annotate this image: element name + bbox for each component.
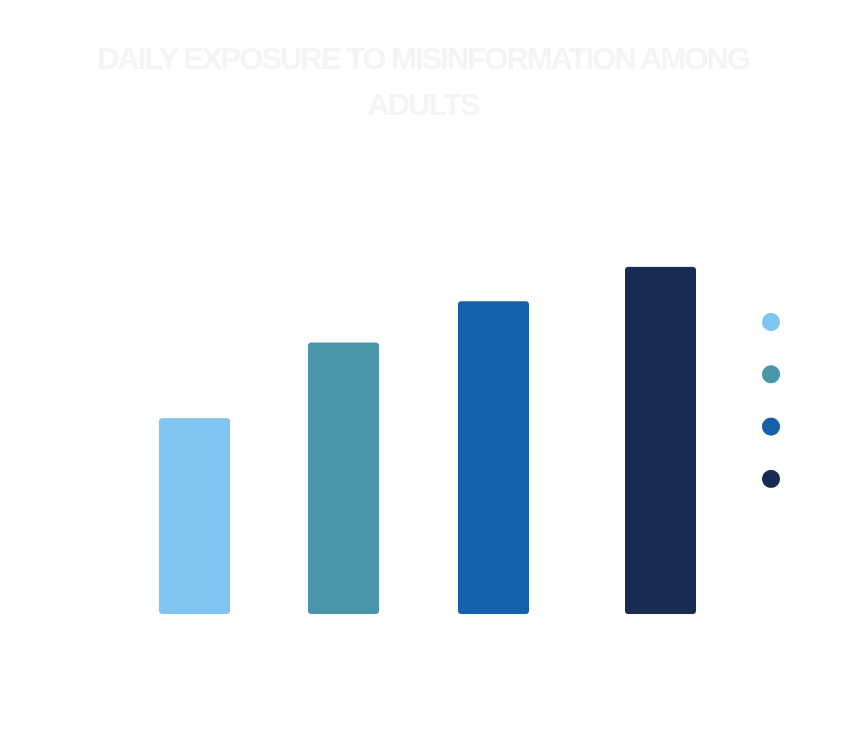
legend-marker-2 xyxy=(762,365,780,384)
legend xyxy=(762,313,780,488)
legend-marker-4 xyxy=(762,469,780,488)
legend-marker-1 xyxy=(762,313,780,331)
bar-2 xyxy=(308,342,379,614)
bar-3 xyxy=(458,301,529,614)
bar-1 xyxy=(159,418,230,614)
bar-4 xyxy=(625,266,696,614)
bars-group xyxy=(159,266,696,614)
chart-title: DAILY EXPOSURE TO MISINFORMATION AMONG A… xyxy=(97,41,751,122)
legend-marker-3 xyxy=(762,417,780,436)
